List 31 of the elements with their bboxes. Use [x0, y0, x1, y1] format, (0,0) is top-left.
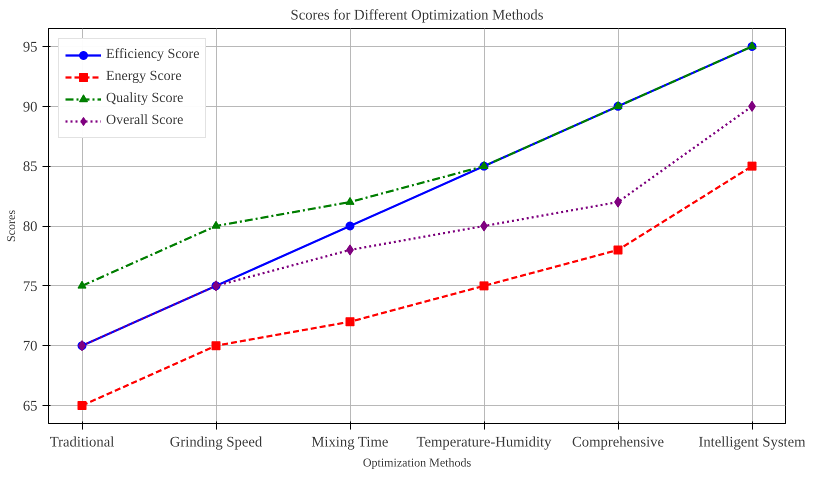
- y-tick-label: 70: [22, 338, 38, 355]
- y-tick-label: 80: [22, 219, 38, 235]
- x-tick-label: Traditional: [50, 434, 114, 450]
- y-tick-label: 65: [22, 398, 38, 415]
- point: [212, 220, 220, 229]
- y-tick-label: 85: [22, 159, 38, 176]
- point: [480, 220, 488, 232]
- x-tick-label: Comprehensive: [572, 434, 664, 450]
- y-tick-label: 95: [22, 39, 38, 56]
- point: [78, 280, 86, 289]
- point: [346, 222, 354, 230]
- x-tick-label: Intelligent System: [698, 434, 806, 450]
- point: [346, 196, 354, 205]
- y-tick-label: 90: [22, 99, 38, 116]
- point: [78, 401, 86, 410]
- x-tick-label: Grinding Speed: [170, 434, 263, 450]
- x-tick-label: Temperature-Humidity: [416, 434, 552, 450]
- legend-label: Overall Score: [106, 113, 184, 129]
- legend-label: Quality Score: [106, 91, 184, 107]
- point: [346, 317, 354, 326]
- point: [212, 341, 220, 350]
- legend-label: Energy Score: [106, 69, 182, 85]
- point: [748, 162, 756, 171]
- point: [480, 281, 488, 290]
- point: [614, 245, 622, 254]
- chart-title: Scores for Different Optimization Methods: [290, 8, 544, 24]
- x-axis-title: Optimization Methods: [362, 456, 472, 470]
- legend-label: Efficiency Score: [106, 47, 200, 63]
- y-axis-title: Scores: [4, 210, 18, 242]
- x-tick-label: Mixing Time: [311, 434, 388, 450]
- y-tick-label: 75: [22, 278, 38, 295]
